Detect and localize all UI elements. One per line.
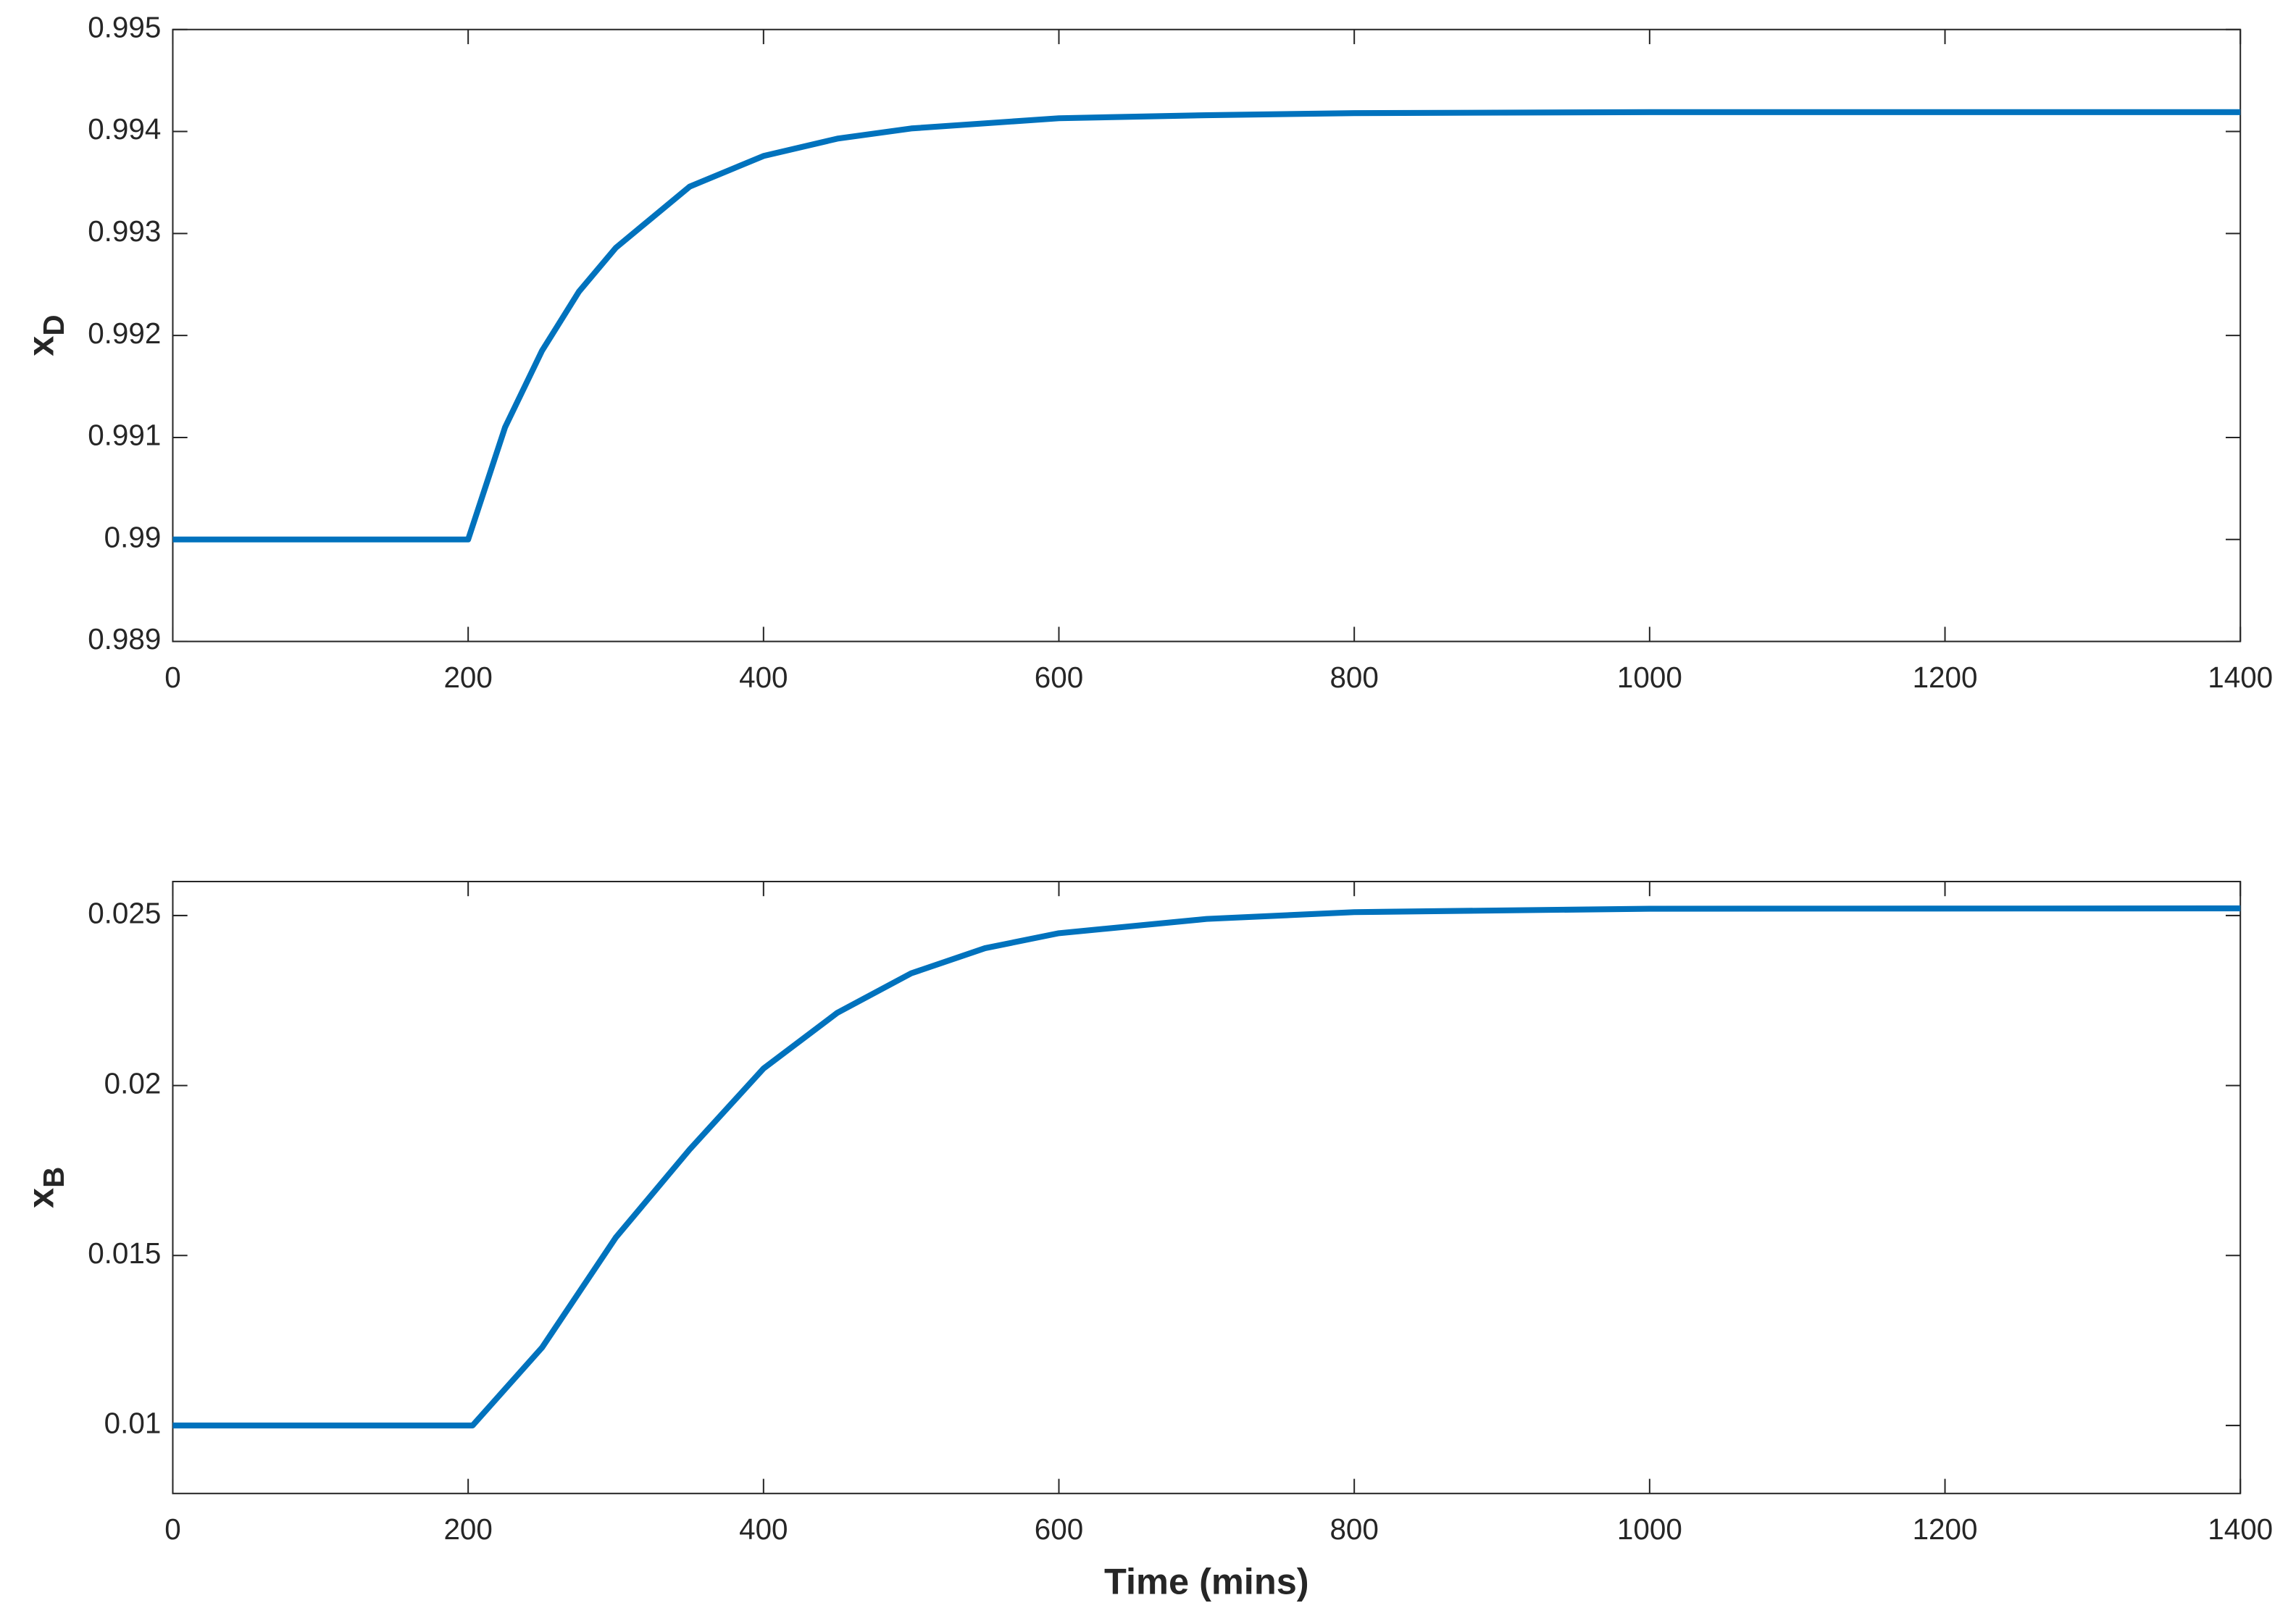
x-tick-label: 0 <box>164 661 180 694</box>
x-axis-label: Time (mins) <box>1104 1560 1309 1602</box>
x-tick-label: 800 <box>1329 661 1378 694</box>
x-tick-label: 200 <box>443 661 492 694</box>
y-axis-label-subscript: B <box>36 1167 70 1188</box>
y-tick-label: 0.994 <box>88 112 161 146</box>
y-tick-label: 0.989 <box>88 622 161 656</box>
y-axis-label: xB <box>20 1167 70 1208</box>
x-tick-label: 400 <box>739 1512 788 1546</box>
x-tick-label: 200 <box>443 1512 492 1546</box>
plot-area <box>172 880 2242 1494</box>
y-axis-label-main: x <box>20 336 62 356</box>
x-tick-label: 1400 <box>2208 1512 2273 1546</box>
y-axis-label: xD <box>20 315 70 356</box>
y-tick-label: 0.02 <box>104 1066 162 1100</box>
y-tick-label: 0.995 <box>88 10 161 43</box>
data-line <box>172 109 2241 543</box>
x-tick-label: 1000 <box>1617 1512 1682 1546</box>
x-tick-label: 800 <box>1329 1512 1378 1546</box>
x-tick-label: 1200 <box>1913 1512 1978 1546</box>
y-axis-label-subscript: D <box>36 315 70 336</box>
x-tick-label: 600 <box>1035 661 1083 694</box>
y-tick-label: 0.991 <box>88 419 161 452</box>
y-tick-label: 0.025 <box>88 897 161 930</box>
x-tick-label: 600 <box>1035 1512 1083 1546</box>
y-tick-label: 0.992 <box>88 317 161 350</box>
y-tick-label: 0.993 <box>88 214 161 248</box>
x-tick-label: 1200 <box>1913 661 1978 694</box>
y-tick-label: 0.99 <box>104 520 162 553</box>
y-tick-label: 0.01 <box>104 1407 162 1440</box>
x-tick-label: 0 <box>164 1512 180 1546</box>
plot-area <box>172 28 2242 643</box>
x-tick-label: 1400 <box>2208 661 2273 694</box>
data-line <box>172 905 2241 1428</box>
y-tick-label: 0.015 <box>88 1236 161 1270</box>
x-tick-label: 400 <box>739 661 788 694</box>
x-tick-label: 1000 <box>1617 661 1682 694</box>
y-axis-label-main: x <box>20 1188 62 1208</box>
